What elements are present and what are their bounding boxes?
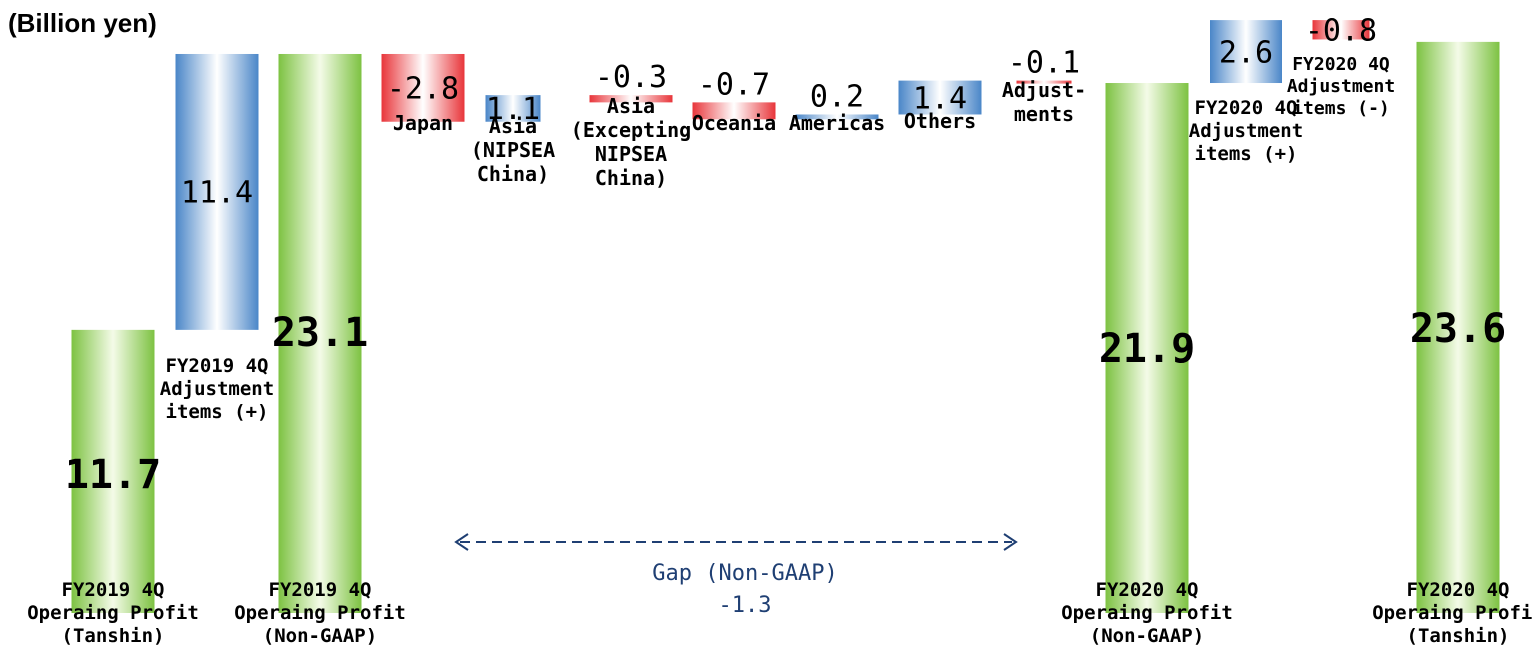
bar-2 — [175, 53, 259, 330]
category-label-5: Asia (NIPSEA China) — [471, 114, 555, 186]
value-label-11: 21.9 — [1099, 326, 1195, 372]
gap-annotation-value: -1.3 — [718, 593, 772, 618]
value-label-7: -0.7 — [698, 67, 770, 102]
value-label-6: -0.3 — [595, 60, 667, 95]
category-label-11: FY2020 4Q Operaing Profit (Non-GAAP) — [1061, 579, 1233, 647]
value-label-13: -0.8 — [1305, 14, 1377, 49]
value-label-8: 0.2 — [810, 79, 864, 114]
category-label-2: FY2019 4Q Adjustment items (+) — [160, 355, 274, 423]
category-label-14: FY2020 4Q Operaing Profit (Tanshin) — [1372, 579, 1532, 647]
category-label-3: FY2019 4Q Operaing Profit (Non-GAAP) — [234, 579, 406, 647]
gap-annotation: Gap (Non-GAAP) -1.3 — [560, 558, 930, 622]
bar-7 — [692, 102, 776, 120]
category-label-1: FY2019 4Q Operaing Profit (Tanshin) — [27, 579, 199, 647]
value-label-4: -2.8 — [387, 72, 459, 107]
value-label-1: 11.7 — [65, 452, 161, 498]
bar-13 — [1312, 20, 1370, 40]
category-label-6: Asia (Excepting NIPSEA China) — [571, 94, 691, 190]
category-label-9: Others — [904, 109, 976, 133]
value-label-12: 2.6 — [1219, 35, 1273, 70]
gap-annotation-text: Gap (Non-GAAP) — [652, 561, 838, 586]
bar-1 — [71, 329, 155, 613]
value-label-2: 11.4 — [181, 176, 253, 211]
bar-10 — [1016, 80, 1072, 84]
bar-4 — [381, 53, 465, 122]
bar-6 — [589, 95, 673, 103]
category-label-7: Oceania — [692, 111, 776, 135]
value-label-9: 1.4 — [913, 81, 967, 116]
bar-3 — [278, 53, 362, 614]
bar-14 — [1416, 41, 1500, 613]
value-label-3: 23.1 — [272, 310, 368, 356]
bar-12 — [1210, 20, 1282, 84]
bar-9 — [898, 80, 982, 115]
bar-5 — [485, 95, 541, 122]
category-label-13: FY2020 4Q Adjustment items (-) — [1287, 54, 1395, 119]
value-label-10: -0.1 — [1008, 46, 1080, 81]
unit-label: (Billion yen) — [8, 8, 157, 38]
bar-8 — [795, 114, 879, 120]
category-label-4: Japan — [393, 111, 453, 135]
value-label-5: 1.1 — [486, 92, 540, 127]
category-label-8: Americas — [789, 111, 885, 135]
gap-arrow — [454, 533, 1018, 551]
value-label-14: 23.6 — [1410, 306, 1506, 352]
category-label-10: Adjust-ments — [1002, 78, 1086, 126]
bar-11 — [1105, 83, 1189, 613]
category-label-12: FY2020 4Q Adjustment items (+) — [1189, 97, 1303, 165]
